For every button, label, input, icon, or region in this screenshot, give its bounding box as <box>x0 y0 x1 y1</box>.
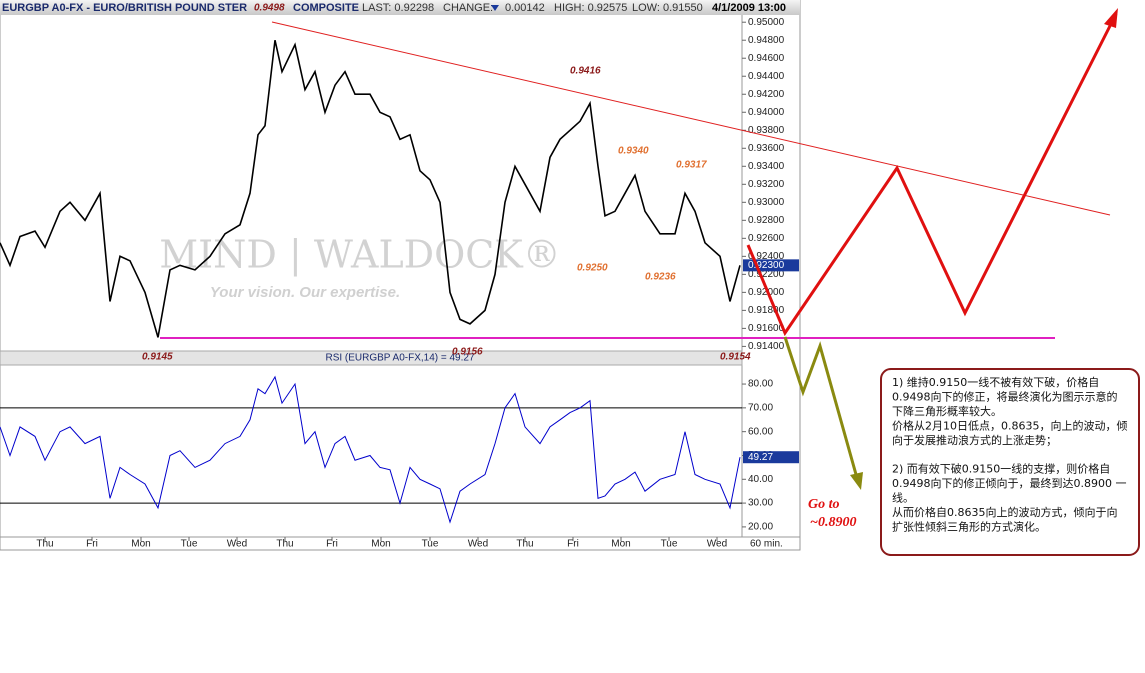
y-tick-label: 80.00 <box>748 379 773 390</box>
change-arrow <box>491 5 499 11</box>
y-tick-label: 0.92200 <box>748 269 785 280</box>
target-label: Go to <box>808 497 840 512</box>
low: LOW: 0.91550 <box>632 2 703 14</box>
x-tick-label: Thu <box>276 539 293 550</box>
bearish-projection <box>783 336 859 479</box>
price-note: 0.9145 <box>142 352 173 363</box>
current-value-label: 49.27 <box>748 452 773 463</box>
series-line <box>0 40 741 338</box>
price-note: 0.9236 <box>645 272 676 283</box>
marks: 0.91400 0.91600 0.91800 0.92000 0.92200 0.924… <box>0 17 799 550</box>
x-tick-label: Mon <box>371 539 390 550</box>
commentary-line: 价格从2月10日低点，0.8635，向上的波动，倾 <box>892 419 1127 433</box>
y-tick-label: 0.94800 <box>748 35 785 46</box>
price-note: 0.9498 <box>254 3 285 14</box>
target-value: ~0.8900 <box>810 515 856 530</box>
y-tick-label: 0.92600 <box>748 233 785 244</box>
trend-line <box>271 21 1111 216</box>
y-tick-label: 0.91600 <box>748 323 785 334</box>
y-tick-label: 0.91800 <box>748 305 785 316</box>
y-tick-label: 0.92800 <box>748 215 785 226</box>
y-tick-label: 70.00 <box>748 402 773 413</box>
commentary: 1) 维持0.9150一线不被有效下破，价格自0.9498向下的修正，将最终演化… <box>892 375 1127 534</box>
change-label: CHANGE: <box>443 2 493 14</box>
rsi-title: RSI (EURGBP A0-FX,14) = 49.27 <box>325 353 474 364</box>
change: 0.00142 <box>505 2 545 14</box>
y-tick-label: 60.00 <box>748 426 773 437</box>
x-tick-label: Tue <box>661 539 678 550</box>
commentary-line: 1) 维持0.9150一线不被有效下破，价格自 <box>892 375 1099 389</box>
x-tick-label: Tue <box>422 539 439 550</box>
x-tick-label: Wed <box>707 539 727 550</box>
datetime: 4/1/2009 13:00 <box>712 2 786 14</box>
current-value-box <box>743 451 799 464</box>
y-tick-label: 0.94400 <box>748 71 785 82</box>
symbol: EURGBP A0-FX - EURO/BRITISH POUND STER <box>2 2 247 14</box>
source: COMPOSITE <box>293 2 359 14</box>
y-tick-label: 40.00 <box>748 474 773 485</box>
current-value-label: 0.92300 <box>748 260 785 271</box>
commentary-line: 扩张性倾斜三角形的方式演化。 <box>892 520 1046 534</box>
x-tick-label: Thu <box>516 539 533 550</box>
commentary-line: 从而价格自0.8635向上的波动方式，倾向于向 <box>892 505 1118 519</box>
x-tick-label: Fri <box>326 539 338 550</box>
y-tick-label: 0.91400 <box>748 341 785 352</box>
price-note: 0.9250 <box>577 263 608 274</box>
y-tick-label: 0.95000 <box>748 17 785 28</box>
interval-label: 60 min. <box>750 539 783 550</box>
rsi-header <box>0 350 743 366</box>
commentary-line: 下降三角形概率较大。 <box>892 404 1002 418</box>
y-tick-label: 0.94200 <box>748 89 785 100</box>
x-tick-label: Wed <box>227 539 247 550</box>
bullish-projection <box>746 13 1118 337</box>
watermark: MIND | WALDOCK® <box>159 233 561 277</box>
y-tick-label: 0.93000 <box>748 197 785 208</box>
x-tick-label: Fri <box>86 539 98 550</box>
y-tick-label: 0.93800 <box>748 125 785 136</box>
x-tick-label: Fri <box>567 539 579 550</box>
price-note: 0.9317 <box>676 160 707 171</box>
header-bar <box>0 0 800 15</box>
price-note: 0.9154 <box>720 352 751 363</box>
commentary-line: 线。 <box>892 491 914 505</box>
y-tick-label: 0.93600 <box>748 143 785 154</box>
commentary-line: 向于发展推动浪方式的上涨走势； <box>892 433 1057 447</box>
last: LAST: 0.92298 <box>362 2 434 14</box>
y-tick-label: 0.93400 <box>748 161 785 172</box>
commentary-line: 0.9498向下的修正，将最终演化为图示示意的 <box>892 390 1118 404</box>
series-line <box>0 375 741 524</box>
x-tick-label: Mon <box>611 539 630 550</box>
x-tick-label: Thu <box>36 539 53 550</box>
x-tick-label: Wed <box>468 539 488 550</box>
y-tick-label: 30.00 <box>748 498 773 509</box>
y-tick-label: 20.00 <box>748 522 773 533</box>
arrow-head <box>1104 8 1118 28</box>
y-tick-label: 0.94000 <box>748 107 785 118</box>
price-note: 0.9416 <box>570 66 601 77</box>
y-tick-label: 0.92400 <box>748 251 785 262</box>
y-tick-label: 0.92000 <box>748 287 785 298</box>
chart-frame <box>0 0 801 551</box>
price-note: 0.9340 <box>618 146 649 157</box>
commentary-box <box>880 368 1140 556</box>
watermark-tagline: Your vision. Our expertise. <box>210 284 400 301</box>
x-tick-label: Tue <box>181 539 198 550</box>
high: HIGH: 0.92575 <box>554 2 627 14</box>
x-tick-label: Mon <box>131 539 150 550</box>
y-tick-label: 0.93200 <box>748 179 785 190</box>
commentary-line: 2) 而有效下破0.9150一线的支撑，则价格自 <box>892 462 1110 476</box>
price-note: 0.9156 <box>452 347 483 358</box>
y-tick-label: 0.94600 <box>748 53 785 64</box>
commentary-line: 0.9498向下的修正倾向于，最终到达0.8900 一 <box>892 476 1126 490</box>
arrow-head <box>850 472 863 490</box>
